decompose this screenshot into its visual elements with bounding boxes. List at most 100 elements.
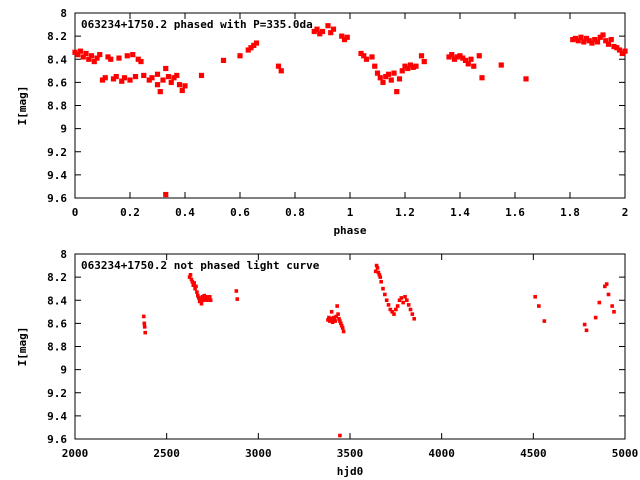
phased-data-point	[418, 53, 425, 59]
unphased-data-point	[198, 297, 203, 301]
phased-data-point	[86, 56, 92, 62]
phased-data-point	[116, 55, 122, 61]
phased-data-point	[575, 38, 581, 44]
unphased-data-point	[603, 284, 607, 289]
unphased-data-point	[193, 286, 197, 291]
unphased-data-point	[337, 316, 341, 321]
phased-data-point	[460, 55, 466, 61]
unphased-data-point	[604, 282, 609, 286]
unphased-data-point	[401, 300, 405, 305]
phased-y-ticks: 8 8.2 8.4 8.6 8.8 9 9.2 9.4 9.6	[47, 7, 625, 205]
unphased-data-point	[143, 330, 148, 335]
phased-data-point	[594, 39, 601, 45]
unphased-data-point	[196, 296, 201, 300]
phased-data-point	[622, 48, 628, 54]
unphased-data-point	[410, 312, 415, 316]
phased-y-tick-label: 9.4	[47, 169, 67, 182]
phased-data-point	[385, 71, 392, 77]
phased-data-point	[479, 75, 485, 81]
unphased-data-point	[339, 321, 343, 326]
unphased-y-tick-label: 8.2	[47, 271, 67, 284]
unphased-data-point	[199, 301, 204, 306]
unphased-data-point	[386, 303, 391, 307]
phased-data-point	[110, 76, 117, 82]
phased-data-point	[160, 77, 166, 83]
phased-data-point	[413, 63, 419, 69]
phased-data-point	[165, 73, 172, 80]
phased-x-tick-label: 0.2	[120, 206, 140, 219]
phased-data-point	[251, 42, 257, 48]
unphased-data-point	[373, 269, 378, 274]
phased-data-point	[83, 50, 89, 57]
phased-data-point	[394, 89, 400, 95]
phased-data-point	[581, 39, 587, 45]
unphased-data-point	[340, 326, 345, 330]
unphased-data-point	[593, 315, 598, 320]
phased-data-point	[405, 65, 411, 72]
phased-x-tick-label: 0.6	[230, 206, 250, 219]
unphased-data-point	[331, 315, 336, 320]
unphased-data-point	[399, 296, 404, 300]
phased-y-axis-label: I[mag]	[16, 86, 29, 126]
phased-data-point	[608, 36, 614, 43]
phased-data-point	[498, 62, 504, 68]
unphased-data-points	[141, 263, 616, 438]
phased-x-tick-label: 0.4	[175, 206, 195, 219]
phased-data-point	[476, 53, 482, 59]
unphased-data-point	[612, 310, 616, 314]
phased-data-point	[97, 52, 103, 58]
phased-data-point	[314, 26, 320, 32]
unphased-data-point	[333, 319, 338, 323]
phased-x-ticks: 0 0.2 0.4 0.6 0.8 1 1.2 1.4 1.6 1.8 2	[72, 13, 628, 219]
unphased-data-point	[190, 279, 195, 284]
phased-y-tick-label: 8.4	[47, 53, 67, 66]
unphased-x-tick-label: 2000	[62, 447, 89, 460]
unphased-data-point	[378, 275, 383, 279]
phased-light-curve-panel: 8 8.2 8.4 8.6 8.8 9 9.2 9.4 9.6 0 0.2 0.4 0.6 0.8 1 1.…	[16, 7, 628, 237]
unphased-data-point	[374, 263, 379, 268]
phased-data-point	[330, 26, 337, 32]
phased-data-point	[141, 72, 147, 79]
unphased-y-tick-label: 8.4	[47, 294, 67, 307]
phased-data-point	[344, 34, 350, 40]
phased-data-point	[339, 33, 345, 39]
phased-data-point	[380, 79, 386, 85]
unphased-data-point	[394, 307, 398, 312]
unphased-data-point	[328, 319, 332, 323]
phased-data-point	[619, 50, 625, 57]
phased-data-point	[121, 75, 128, 81]
unphased-data-point	[584, 328, 589, 333]
phased-data-point	[372, 63, 378, 69]
unphased-data-point	[397, 298, 402, 303]
phased-y-tick-label: 9	[60, 123, 67, 136]
unphased-data-point	[392, 312, 396, 316]
unphased-data-point	[405, 298, 409, 303]
phased-data-point	[220, 57, 227, 64]
unphased-data-point	[328, 316, 333, 321]
phased-y-tick-label: 9.6	[47, 192, 67, 205]
phased-data-point	[616, 47, 623, 53]
phased-data-point	[402, 63, 408, 69]
unphased-data-point	[384, 298, 389, 303]
unphased-data-point	[338, 433, 342, 438]
unphased-y-tick-label: 9	[60, 364, 67, 377]
unphased-data-point	[388, 307, 393, 312]
phased-data-point	[328, 30, 334, 36]
phased-data-point	[361, 53, 367, 59]
phased-data-point	[454, 54, 460, 60]
phased-data-point	[391, 70, 397, 76]
unphased-light-curve-panel: 8 8.2 8.4 8.6 8.8 9 9.2 9.4 9.6 2000 2500 3000 3500…	[16, 248, 638, 478]
phased-data-point	[399, 68, 405, 74]
unphased-data-point	[582, 322, 587, 327]
unphased-data-point	[395, 304, 400, 308]
unphased-data-point	[195, 290, 199, 294]
phased-data-point	[421, 58, 427, 65]
phased-data-point	[113, 73, 119, 80]
unphased-y-tick-label: 8.6	[47, 317, 67, 330]
phased-data-point	[446, 54, 452, 60]
unphased-y-ticks: 8 8.2 8.4 8.6 8.8 9 9.2 9.4 9.6	[47, 248, 625, 446]
unphased-data-point	[205, 298, 209, 303]
unphased-data-point	[142, 321, 147, 326]
